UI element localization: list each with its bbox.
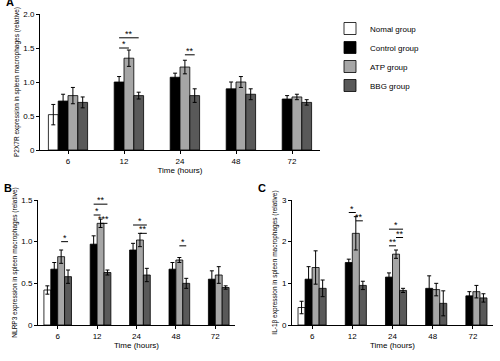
svg-text:24: 24 <box>388 332 397 341</box>
svg-text:72: 72 <box>468 332 477 341</box>
svg-text:Control group: Control group <box>370 44 419 53</box>
svg-text:*: * <box>63 233 67 243</box>
svg-text:*: * <box>181 237 185 247</box>
svg-text:C: C <box>258 182 266 194</box>
svg-text:**: ** <box>396 229 404 239</box>
svg-text:B: B <box>4 182 12 194</box>
svg-text:6: 6 <box>310 332 315 341</box>
svg-text:0.5: 0.5 <box>23 112 35 121</box>
svg-text:ATP group: ATP group <box>370 63 408 72</box>
svg-text:*: * <box>122 39 126 49</box>
svg-text:2.0: 2.0 <box>23 10 35 19</box>
svg-text:0.5: 0.5 <box>21 279 33 288</box>
svg-text:12: 12 <box>120 157 129 166</box>
svg-text:Nomal group: Nomal group <box>370 25 416 34</box>
svg-text:**: ** <box>355 212 363 222</box>
svg-text:Time (hours): Time (hours) <box>157 166 202 175</box>
svg-text:48: 48 <box>428 332 437 341</box>
svg-text:NLRP3 expression in spleen mac: NLRP3 expression in spleen macrophages (… <box>11 187 19 337</box>
svg-text:*: * <box>350 204 354 214</box>
svg-text:*: * <box>95 206 99 216</box>
svg-text:Time (hours): Time (hours) <box>370 341 415 350</box>
svg-text:BBG group: BBG group <box>370 82 410 91</box>
svg-text:0: 0 <box>28 321 33 330</box>
svg-text:24: 24 <box>176 157 185 166</box>
svg-text:48: 48 <box>171 332 180 341</box>
svg-text:Time (hours): Time (hours) <box>114 341 159 350</box>
svg-text:24: 24 <box>132 332 141 341</box>
svg-text:**: ** <box>97 195 105 205</box>
svg-text:6: 6 <box>55 332 60 341</box>
svg-text:1.5: 1.5 <box>21 196 33 205</box>
svg-text:IL-1β expression in spleen mac: IL-1β expression in spleen macrophages (… <box>271 190 279 334</box>
svg-text:*: * <box>394 220 398 230</box>
svg-text:1: 1 <box>282 279 287 288</box>
svg-text:72: 72 <box>288 157 297 166</box>
svg-text:0: 0 <box>282 321 287 330</box>
svg-text:3: 3 <box>282 196 287 205</box>
svg-text:1.0: 1.0 <box>23 78 35 87</box>
svg-text:2: 2 <box>282 237 287 246</box>
svg-text:A: A <box>6 0 14 8</box>
svg-text:12: 12 <box>348 332 357 341</box>
svg-text:72: 72 <box>211 332 220 341</box>
svg-text:**: ** <box>389 237 397 247</box>
svg-text:***: *** <box>98 214 109 224</box>
svg-text:**: ** <box>139 224 147 234</box>
svg-text:1.5: 1.5 <box>23 44 35 53</box>
svg-text:*: * <box>138 216 142 226</box>
svg-text:12: 12 <box>93 332 102 341</box>
svg-text:0: 0 <box>30 146 35 155</box>
svg-text:6: 6 <box>66 157 71 166</box>
svg-text:**: ** <box>125 29 133 39</box>
svg-text:48: 48 <box>232 157 241 166</box>
svg-text:1.0: 1.0 <box>21 237 33 246</box>
svg-text:P2X7R expression in spleen mac: P2X7R expression in spleen macrophages (… <box>13 7 21 157</box>
svg-text:**: ** <box>186 46 194 56</box>
